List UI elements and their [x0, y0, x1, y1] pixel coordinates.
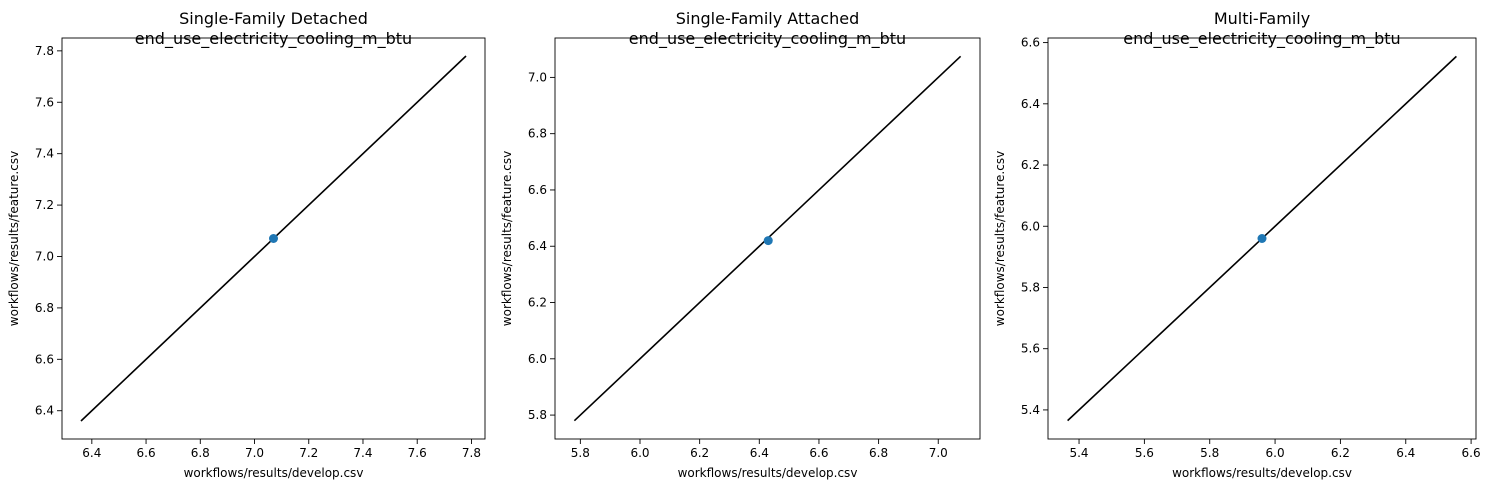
y-tick-label: 6.0 [1021, 219, 1040, 233]
axes-frame [1047, 37, 1477, 440]
x-tick-label: 6.2 [690, 446, 709, 460]
y-tick-label: 6.0 [528, 352, 547, 366]
x-tick-label: 7.8 [462, 446, 481, 460]
y-tick-label: 7.0 [35, 249, 54, 263]
y-tick-label: 5.6 [1021, 342, 1040, 356]
y-tick-label: 7.4 [35, 147, 54, 161]
x-tick-label: 6.4 [82, 446, 101, 460]
x-tick-label: 6.2 [1331, 446, 1350, 460]
x-tick-label: 5.6 [1135, 446, 1154, 460]
x-tick-label: 6.6 [809, 446, 828, 460]
x-tick-label: 5.8 [571, 446, 590, 460]
x-tick-label: 7.2 [299, 446, 318, 460]
y-tick-label: 6.6 [528, 183, 547, 197]
data-point [763, 236, 773, 246]
chart-title-line-2: end_use_electricity_cooling_m_btu [1123, 29, 1400, 49]
x-tick-label: 5.4 [1069, 446, 1088, 460]
subplot-3: Multi-Familyend_use_electricity_cooling_… [993, 9, 1481, 480]
x-tick-label: 6.8 [191, 446, 210, 460]
y-axis-label: workflows/results/feature.csv [993, 151, 1007, 326]
x-tick-label: 6.0 [1266, 446, 1285, 460]
y-tick-label: 5.4 [1021, 403, 1040, 417]
x-axis-label: workflows/results/develop.csv [184, 466, 364, 480]
axes-frame [554, 37, 981, 440]
x-axis-label: workflows/results/develop.csv [678, 466, 858, 480]
y-tick-label: 6.6 [35, 352, 54, 366]
y-tick-label: 5.8 [528, 408, 547, 422]
x-tick-label: 6.6 [137, 446, 156, 460]
chart-title-line-1: Single-Family Detached [179, 9, 368, 28]
x-tick-label: 7.6 [408, 446, 427, 460]
data-point [269, 234, 278, 243]
y-tick-label: 6.6 [1021, 36, 1040, 50]
chart-title-line-2: end_use_electricity_cooling_m_btu [135, 29, 412, 49]
chart-title-line-2: end_use_electricity_cooling_m_btu [629, 29, 906, 49]
y-tick-label: 7.6 [35, 95, 54, 109]
y-axis-label: workflows/results/feature.csv [7, 151, 21, 326]
y-tick-label: 7.2 [35, 198, 54, 212]
x-tick-label: 7.0 [245, 446, 264, 460]
y-tick-label: 6.8 [528, 127, 547, 141]
y-axis-label: workflows/results/feature.csv [500, 151, 514, 326]
x-tick-label: 7.0 [929, 446, 948, 460]
x-tick-label: 6.8 [869, 446, 888, 460]
y-tick-label: 5.8 [1021, 280, 1040, 294]
x-tick-label: 5.8 [1200, 446, 1219, 460]
y-tick-label: 7.8 [35, 44, 54, 58]
subplot-1: Single-Family Detachedend_use_electricit… [7, 9, 486, 480]
y-tick-label: 7.0 [528, 70, 547, 84]
subplot-2: Single-Family Attachedend_use_electricit… [500, 9, 981, 480]
y-tick-label: 6.2 [1021, 158, 1040, 172]
y-tick-label: 6.4 [528, 239, 547, 253]
x-tick-label: 7.4 [353, 446, 372, 460]
y-tick-label: 6.8 [35, 301, 54, 315]
y-tick-label: 6.4 [35, 404, 54, 418]
axes-frame [61, 37, 486, 440]
x-tick-label: 6.6 [1462, 446, 1481, 460]
x-tick-label: 6.0 [630, 446, 649, 460]
chart-title-line-1: Multi-Family [1214, 9, 1310, 28]
y-tick-label: 6.2 [528, 296, 547, 310]
x-tick-label: 6.4 [1396, 446, 1415, 460]
chart-title-line-1: Single-Family Attached [676, 9, 859, 28]
x-tick-label: 6.4 [750, 446, 769, 460]
data-point [1257, 234, 1267, 243]
y-tick-label: 6.4 [1021, 97, 1040, 111]
x-axis-label: workflows/results/develop.csv [1172, 466, 1352, 480]
